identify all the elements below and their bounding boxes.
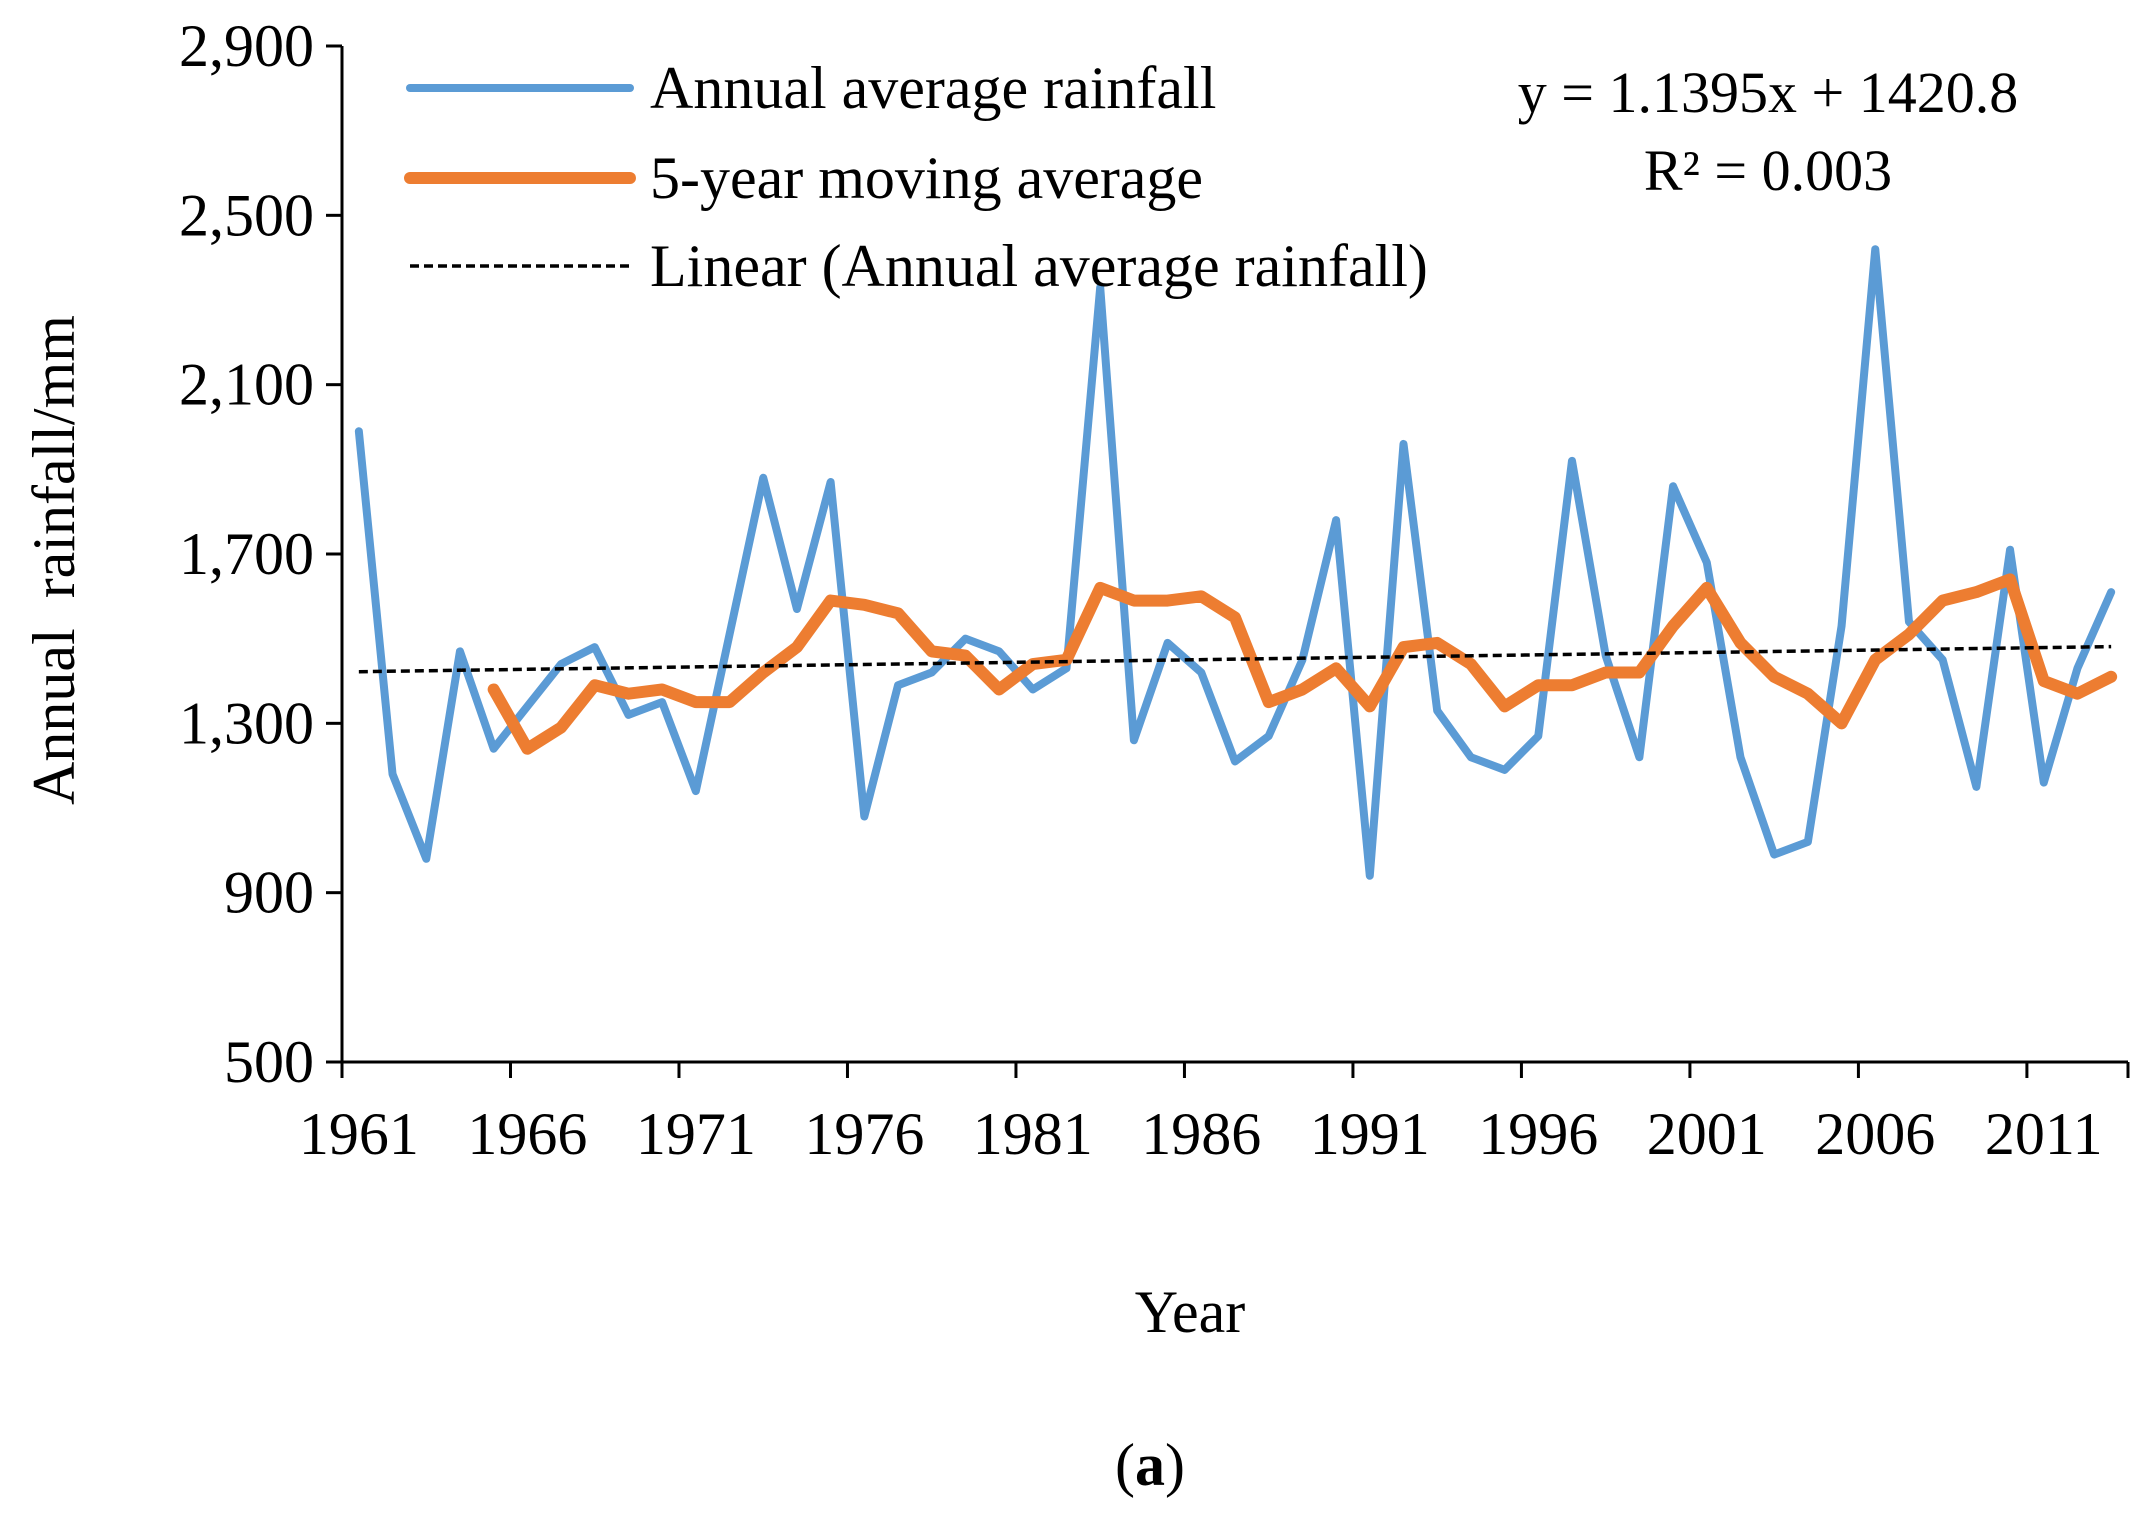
trendline-equation: y = 1.1395x + 1420.8 (1518, 60, 2018, 125)
x-tick-label: 1986 (1141, 1101, 1261, 1167)
x-tick-label: 1961 (299, 1101, 419, 1167)
x-tick-label: 2011 (1985, 1101, 2103, 1167)
legend-linear-label: Linear (Annual average rainfall) (650, 233, 1428, 299)
y-tick-label: 500 (224, 1029, 314, 1095)
caption-open-paren: ( (1115, 1432, 1135, 1498)
y-tick-label: 1,300 (179, 690, 314, 756)
x-tick-label: 1976 (804, 1101, 924, 1167)
x-tick-label: 2006 (1815, 1101, 1935, 1167)
axes: 500 900 1,300 1,700 2,100 2,500 2,900 1961 1966 1… (179, 13, 2130, 1167)
series-layer (354, 245, 2118, 880)
x-axis-title: Year (1135, 1279, 1246, 1345)
legend: Annual average rainfall 5-year moving ave… (404, 55, 1428, 299)
y-tick-label: 2,500 (179, 182, 314, 248)
series-linear-trendline (358, 644, 2112, 674)
x-tick-label: 1966 (467, 1101, 587, 1167)
x-tick-label: 1991 (1310, 1101, 1430, 1167)
x-tick-label: 2001 (1647, 1101, 1767, 1167)
x-tick-label: 1996 (1478, 1101, 1598, 1167)
y-tick-label: 2,900 (179, 13, 314, 79)
trendline-r-squared: R² = 0.003 (1644, 138, 1892, 203)
figure-caption: (a) (1115, 1432, 1185, 1498)
legend-moving-average-label: 5-year moving average (650, 145, 1203, 211)
y-axis-title: Annual rainfall/mm (21, 315, 87, 805)
series-annual-average-rainfall-line (354, 245, 2116, 880)
labels: y = 1.1395x + 1420.8 R² = 0.003 Year Ann… (21, 60, 2018, 1498)
x-tick-label: 1971 (636, 1101, 756, 1167)
y-tick-label: 2,100 (179, 352, 314, 418)
y-tick-label: 1,700 (179, 521, 314, 587)
caption-close-paren: ) (1165, 1432, 1185, 1498)
x-tick-label: 1981 (973, 1101, 1093, 1167)
caption-letter: a (1135, 1432, 1165, 1498)
legend-annual-label: Annual average rainfall (650, 55, 1216, 121)
y-tick-label: 900 (224, 860, 314, 926)
